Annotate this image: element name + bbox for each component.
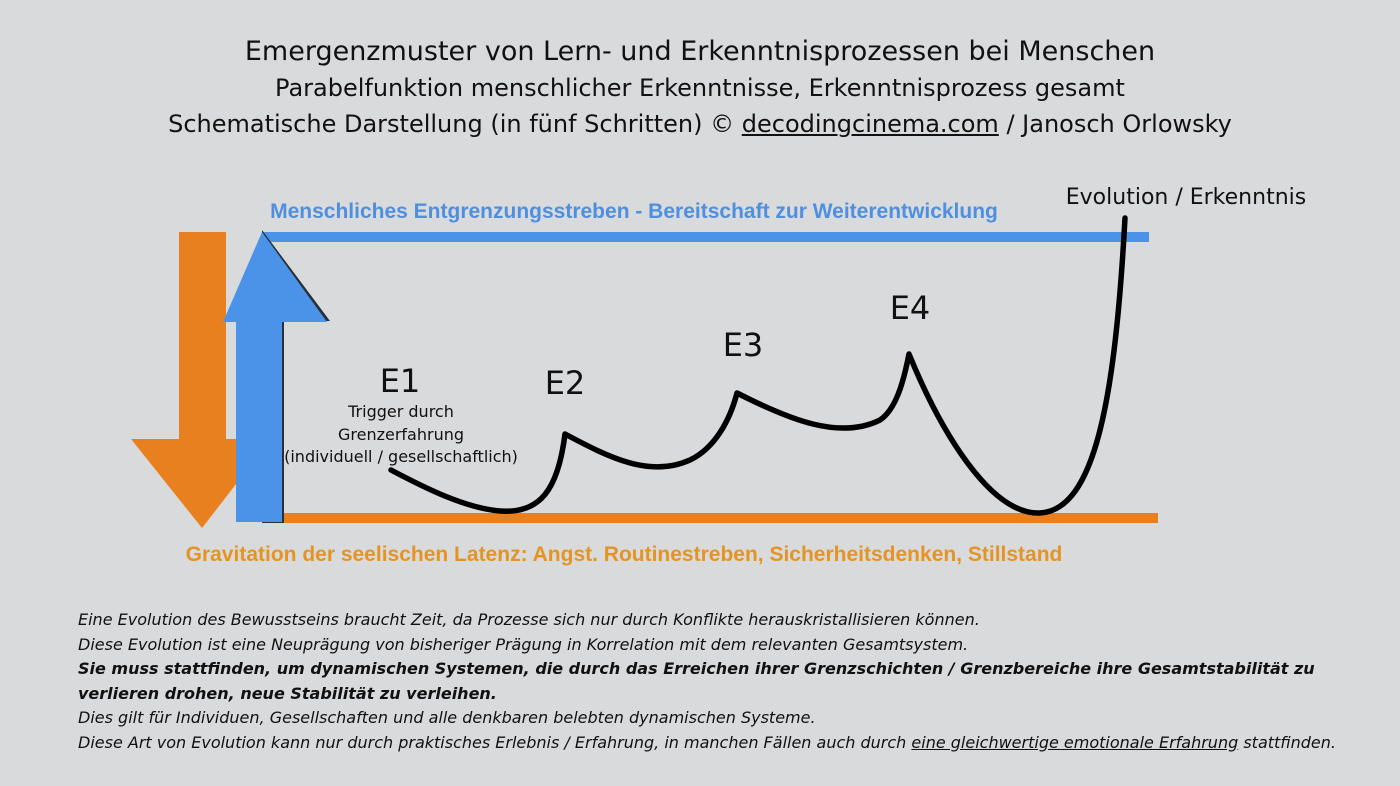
evolution-label: Evolution / Erkenntnis	[1066, 185, 1306, 210]
upper-limit-label: Menschliches Entgrenzungsstreben - Berei…	[270, 200, 998, 223]
caption-line-3: Sie muss stattfinden, um dynamischen Sys…	[78, 657, 1378, 706]
lower-limit-label: Gravitation der seelischen Latenz: Angst…	[186, 543, 1063, 566]
emergence-curve	[391, 218, 1125, 513]
stage-label-e3: E3	[723, 326, 764, 364]
stage-label-e2: E2	[545, 364, 586, 402]
trigger-text-line-2: Grenzerfahrung	[338, 425, 464, 444]
stage-label-e1: E1	[380, 362, 421, 400]
caption-link[interactable]: eine gleichwertige emotionale Erfahrung	[911, 733, 1238, 752]
emergence-diagram: Menschliches Entgrenzungsstreben - Berei…	[0, 0, 1400, 600]
caption-line-2: Diese Evolution ist eine Neuprägung von …	[78, 633, 1378, 658]
trigger-text-line-3: (individuell / gesellschaftlich)	[284, 447, 518, 466]
stage-label-e4: E4	[890, 289, 931, 327]
caption: Eine Evolution des Bewusstseins braucht …	[78, 608, 1378, 755]
trigger-text-line-1: Trigger durch	[347, 402, 454, 421]
up-arrow-icon	[223, 230, 330, 523]
caption-line-1: Eine Evolution des Bewusstseins braucht …	[78, 608, 1378, 633]
caption-line-5-suffix: stattfinden.	[1243, 733, 1336, 752]
lower-limit-bar	[282, 513, 1158, 523]
caption-line-4: Dies gilt für Individuen, Gesellschaften…	[78, 706, 1378, 731]
caption-line-5: Diese Art von Evolution kann nur durch p…	[78, 731, 1378, 756]
upper-limit-bar	[262, 232, 1149, 242]
caption-line-5-prefix: Diese Art von Evolution kann nur durch p…	[78, 733, 906, 752]
